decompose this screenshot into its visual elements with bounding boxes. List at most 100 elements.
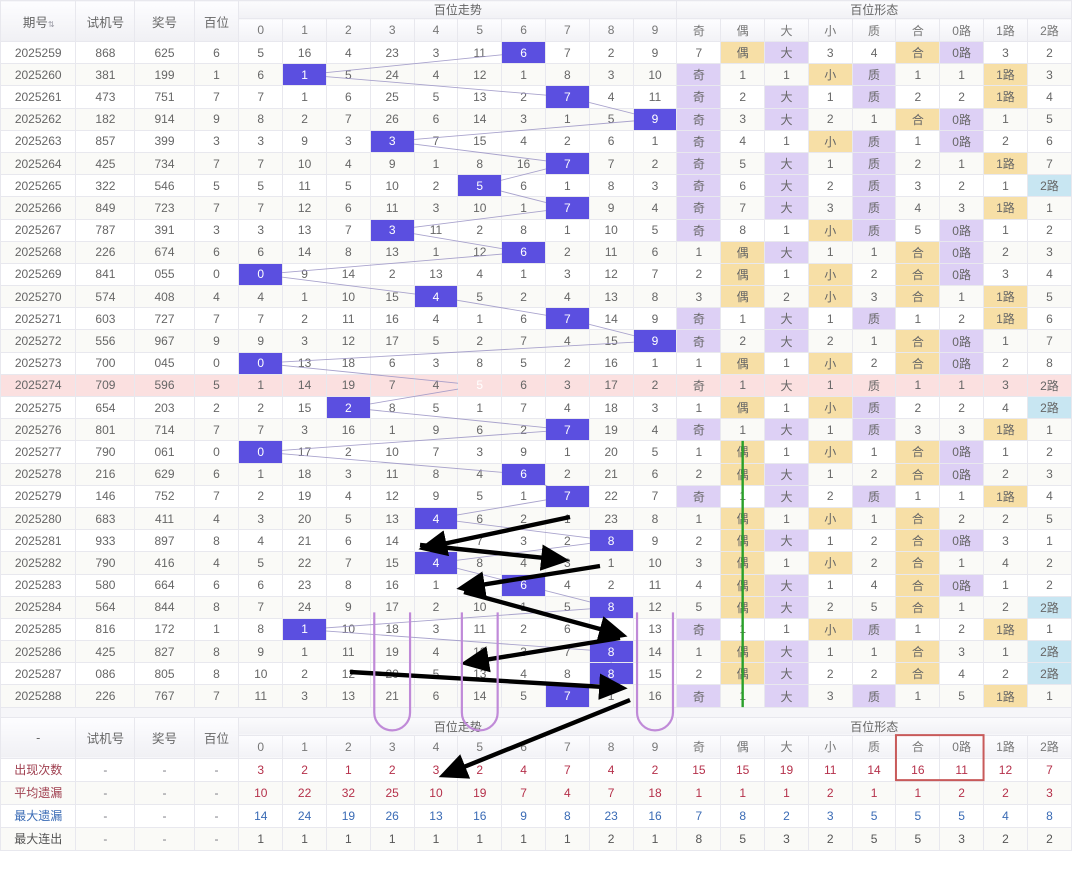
shape-miss-cell[interactable]: 4 bbox=[851, 40, 897, 65]
trend-miss-cell[interactable]: 8 bbox=[544, 662, 590, 686]
trend-miss-cell[interactable]: 3 bbox=[238, 129, 284, 153]
shape-miss-cell[interactable]: 3 bbox=[983, 40, 1028, 65]
shape-miss-cell[interactable]: 1 bbox=[807, 418, 853, 442]
shape-miss-cell[interactable]: 5 bbox=[851, 595, 897, 619]
trend-miss-cell[interactable]: 13 bbox=[588, 285, 634, 309]
trend-miss-cell[interactable]: 2 bbox=[282, 662, 327, 686]
table-row[interactable]: 2025266 849 723 7 7 12 6 11 3 10 1 7 9 4 奇 7 大 3 质 4 3 1路 1 bbox=[0, 196, 1072, 220]
trend-miss-cell[interactable]: 3 bbox=[457, 440, 503, 464]
trend-hit-cell[interactable]: 7 bbox=[544, 307, 590, 331]
shape-hit-cell[interactable]: 0路 bbox=[939, 573, 985, 597]
trend-miss-cell[interactable]: 5 bbox=[457, 285, 503, 309]
shape-miss-cell[interactable]: 1 bbox=[851, 440, 897, 464]
shape-miss-cell[interactable]: 5 bbox=[1026, 506, 1072, 531]
shape-miss-cell[interactable]: 3 bbox=[807, 196, 853, 220]
trend-miss-cell[interactable]: 4 bbox=[544, 285, 590, 309]
shape-hit-cell[interactable]: 大 bbox=[764, 595, 809, 619]
shape-miss-cell[interactable]: 4 bbox=[1026, 85, 1072, 109]
trend-miss-cell[interactable]: 13 bbox=[282, 351, 327, 375]
trend-miss-cell[interactable]: 2 bbox=[457, 329, 503, 353]
trend-hit-cell[interactable]: 7 bbox=[544, 151, 590, 176]
trend-miss-cell[interactable]: 19 bbox=[369, 640, 415, 664]
trend-miss-cell[interactable]: 4 bbox=[632, 196, 678, 220]
shape-hit-cell[interactable]: 小 bbox=[807, 63, 853, 87]
trend-miss-cell[interactable]: 5 bbox=[238, 40, 284, 65]
shape-miss-cell[interactable]: 3 bbox=[807, 40, 853, 65]
trend-miss-cell[interactable]: 4 bbox=[457, 462, 503, 486]
th-footer-trend-col-3[interactable]: 3 bbox=[369, 734, 415, 759]
trend-miss-cell[interactable]: 25 bbox=[369, 85, 415, 109]
shape-miss-cell[interactable]: 2 bbox=[807, 662, 853, 686]
trend-miss-cell[interactable]: 5 bbox=[238, 551, 284, 575]
shape-miss-cell[interactable]: 1 bbox=[764, 440, 809, 464]
th-footer-shape-col-1路[interactable]: 1路 bbox=[983, 734, 1028, 759]
trend-miss-cell[interactable]: 9 bbox=[632, 40, 678, 65]
trend-miss-cell[interactable]: 9 bbox=[282, 129, 327, 153]
trend-miss-cell[interactable]: 23 bbox=[369, 40, 415, 65]
table-row[interactable]: 2025288 226 767 7 11 3 13 21 6 14 5 7 1 16 奇 1 大 3 质 1 5 1路 1 bbox=[0, 684, 1072, 708]
shape-miss-cell[interactable]: 1 bbox=[720, 418, 766, 442]
shape-miss-cell[interactable]: 7 bbox=[676, 40, 722, 65]
shape-hit-cell[interactable]: 奇 bbox=[676, 373, 722, 398]
trend-miss-cell[interactable]: 13 bbox=[457, 662, 503, 686]
trend-miss-cell[interactable]: 13 bbox=[457, 85, 503, 109]
th-footer-trend-col-7[interactable]: 7 bbox=[544, 734, 590, 759]
shape-hit-cell[interactable]: 0路 bbox=[939, 351, 985, 375]
shape-hit-cell[interactable]: 小 bbox=[807, 285, 853, 309]
shape-miss-cell[interactable]: 4 bbox=[983, 395, 1028, 420]
table-row[interactable]: 2025280 683 411 4 3 20 5 13 4 6 2 1 23 8 1 偶 1 小 1 合 2 2 5 bbox=[0, 506, 1072, 531]
shape-miss-cell[interactable]: 4 bbox=[676, 573, 722, 597]
trend-miss-cell[interactable]: 3 bbox=[238, 506, 284, 531]
shape-miss-cell[interactable]: 3 bbox=[1026, 240, 1072, 264]
trend-miss-cell[interactable]: 7 bbox=[632, 484, 678, 508]
trend-miss-cell[interactable]: 12 bbox=[282, 196, 327, 220]
shape-hit-cell[interactable]: 1路 bbox=[983, 85, 1028, 109]
trend-miss-cell[interactable]: 1 bbox=[588, 684, 634, 708]
table-row[interactable]: 2025263 857 399 3 3 9 3 3 7 15 4 2 6 1 奇 4 1 小质 1 0路 2 6 bbox=[0, 129, 1072, 153]
trend-miss-cell[interactable]: 12 bbox=[325, 662, 371, 686]
trend-hit-cell[interactable]: 7 bbox=[544, 684, 590, 708]
trend-hit-cell[interactable]: 7 bbox=[544, 85, 590, 109]
shape-hit-cell[interactable]: 合 bbox=[895, 240, 941, 264]
shape-miss-cell[interactable]: 2 bbox=[939, 395, 985, 420]
trend-miss-cell[interactable]: 1 bbox=[369, 418, 415, 442]
th-footer-shape-col-偶[interactable]: 偶 bbox=[720, 734, 766, 759]
shape-miss-cell[interactable]: 1 bbox=[720, 617, 766, 642]
trend-miss-cell[interactable]: 1 bbox=[238, 462, 284, 486]
th-trend-col-6[interactable]: 6 bbox=[501, 18, 546, 42]
trend-miss-cell[interactable]: 7 bbox=[632, 262, 678, 287]
trend-miss-cell[interactable]: 16 bbox=[501, 151, 546, 176]
shape-miss-cell[interactable]: 6 bbox=[1026, 307, 1072, 331]
shape-hit-cell[interactable]: 合 bbox=[895, 506, 941, 531]
shape-miss-cell[interactable]: 1 bbox=[720, 307, 766, 331]
trend-miss-cell[interactable]: 11 bbox=[369, 462, 415, 486]
table-row[interactable]: 2025260 381 199 1 6 1 5 24 4 12 1 8 3 10 奇 1 1 小质 1 1 1路 3 bbox=[0, 63, 1072, 87]
shape-hit-cell[interactable]: 偶 bbox=[720, 573, 766, 597]
shape-miss-cell[interactable]: 1 bbox=[676, 395, 722, 420]
trend-hit-cell[interactable]: 6 bbox=[501, 40, 546, 65]
trend-hit-cell[interactable]: 9 bbox=[632, 329, 678, 353]
trend-miss-cell[interactable]: 2 bbox=[369, 262, 415, 287]
trend-miss-cell[interactable]: 10 bbox=[238, 662, 284, 686]
table-row[interactable]: 2025276 801 714 7 7 3 16 1 9 6 2 7 19 4 奇 1 大 1 质 3 3 1路 1 bbox=[0, 418, 1072, 442]
trend-miss-cell[interactable]: 3 bbox=[501, 640, 546, 664]
shape-miss-cell[interactable]: 3 bbox=[676, 551, 722, 575]
shape-miss-cell[interactable]: 2 bbox=[983, 506, 1028, 531]
shape-miss-cell[interactable]: 1 bbox=[764, 351, 809, 375]
trend-miss-cell[interactable]: 21 bbox=[588, 462, 634, 486]
trend-miss-cell[interactable]: 5 bbox=[632, 440, 678, 464]
shape-miss-cell[interactable]: 2 bbox=[1026, 440, 1072, 464]
trend-miss-cell[interactable]: 1 bbox=[501, 484, 546, 508]
shape-miss-cell[interactable]: 3 bbox=[983, 373, 1028, 398]
trend-miss-cell[interactable]: 9 bbox=[282, 262, 327, 287]
trend-miss-cell[interactable]: 6 bbox=[501, 307, 546, 331]
trend-miss-cell[interactable]: 1 bbox=[632, 351, 678, 375]
trend-miss-cell[interactable]: 3 bbox=[325, 129, 371, 153]
trend-miss-cell[interactable]: 1 bbox=[544, 174, 590, 198]
shape-miss-cell[interactable]: 2 bbox=[983, 662, 1028, 686]
trend-miss-cell[interactable]: 9 bbox=[501, 440, 546, 464]
th-footer-trend-col-4[interactable]: 4 bbox=[413, 734, 459, 759]
shape-miss-cell[interactable]: 2 bbox=[676, 462, 722, 486]
trend-miss-cell[interactable]: 7 bbox=[325, 107, 371, 131]
trend-miss-cell[interactable]: 7 bbox=[544, 40, 590, 65]
